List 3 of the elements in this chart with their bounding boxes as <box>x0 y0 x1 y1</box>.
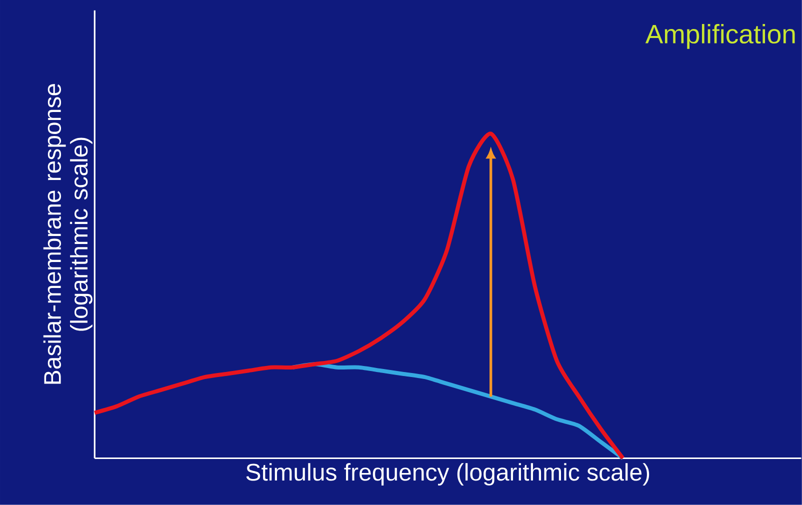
x-axis-title: Stimulus frequency (logarithmic scale) <box>246 463 650 486</box>
y-axis-title: Basilar-membrane response (logarithmic scale) <box>43 84 92 384</box>
text: Amplification <box>645 24 795 49</box>
